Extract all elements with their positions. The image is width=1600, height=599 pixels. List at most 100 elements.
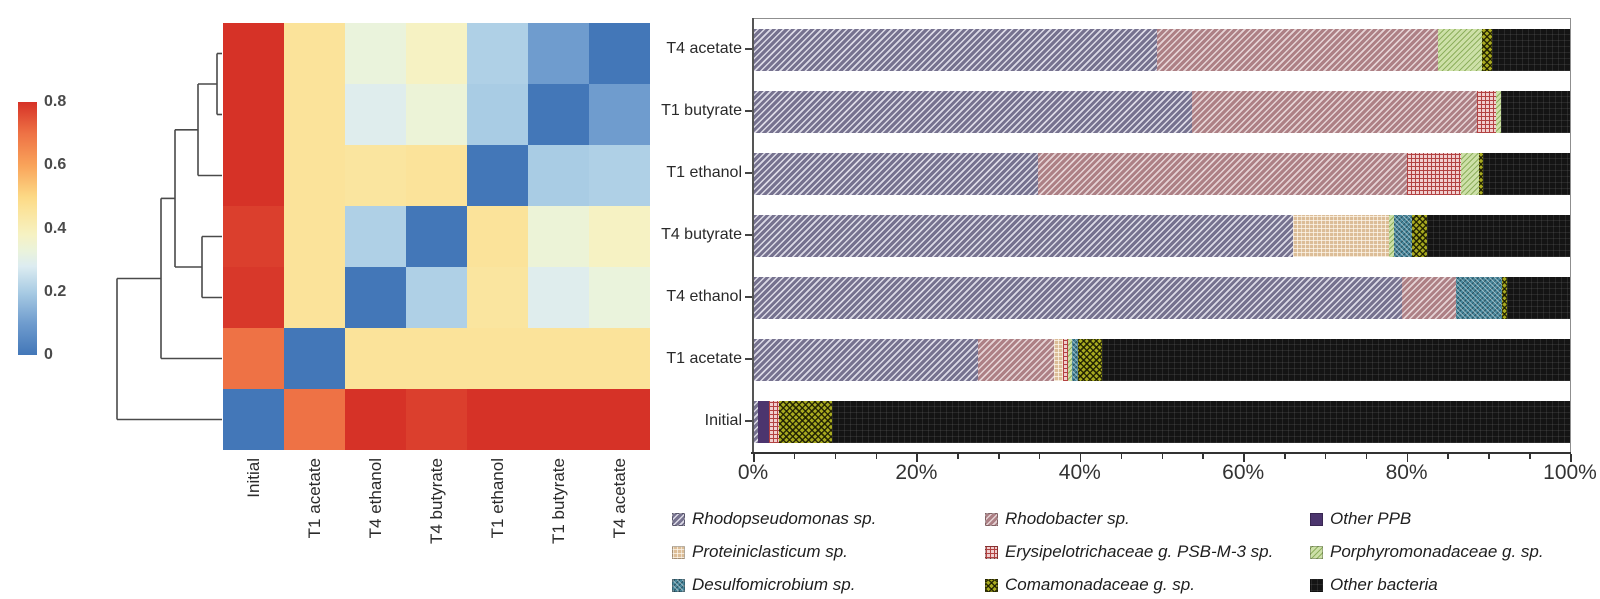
- x-axis-tick: [1079, 454, 1082, 462]
- legend-item-rhodopseudomonas: Rhodopseudomonas sp.: [672, 508, 876, 530]
- x-axis-tick-label: 20%: [895, 461, 938, 484]
- heatmap-cell: [406, 389, 467, 450]
- bar-segment-rhodopseudomonas: [753, 339, 978, 381]
- bar-row-tick: [745, 296, 752, 298]
- heatmap-cell: [406, 328, 467, 389]
- legend-marker-comamonadaceae: [985, 578, 998, 592]
- heatmap-cell: [406, 267, 467, 328]
- bar-segment-other_bacteria: [1482, 153, 1570, 195]
- heatmap-cell: [223, 145, 284, 206]
- heatmap-cell: [528, 206, 589, 267]
- bar-row-label: T4 acetate: [666, 40, 742, 57]
- heatmap-cell: [467, 267, 528, 328]
- bar-segment-other_ppb: [757, 401, 769, 443]
- bar-segment-porphyromonadaceae: [1496, 91, 1502, 133]
- heatmap-grid: [223, 23, 650, 450]
- x-axis-tick: [1447, 454, 1449, 459]
- heatmap-cell: [528, 328, 589, 389]
- bar-segment-rhodopseudomonas: [753, 91, 1192, 133]
- heatmap-cell: [345, 328, 406, 389]
- x-axis-tick-label: 0%: [737, 461, 769, 484]
- bar-row-label: T1 ethanol: [666, 164, 742, 181]
- x-axis-tick: [1529, 454, 1531, 459]
- heatmap-cell: [589, 328, 650, 389]
- heatmap-cell: [345, 84, 406, 145]
- heatmap-cell: [284, 145, 345, 206]
- heatmap-col-label: T4 acetate: [609, 458, 629, 539]
- heatmap-cell: [589, 389, 650, 450]
- bar-segment-rhodobacter: [977, 339, 1055, 381]
- legend-marker-desulfomicrobium: [672, 578, 685, 592]
- bar-row: [753, 277, 1570, 319]
- bar-row-tick: [745, 234, 752, 236]
- bar-segment-porphyromonadaceae: [1461, 153, 1480, 195]
- x-axis-tick: [1488, 454, 1490, 459]
- legend-item-other_bacteria: Other bacteria: [1310, 574, 1438, 596]
- colorbar-tick-label: 0: [44, 346, 53, 363]
- bar-segment-comamonadaceae: [1412, 215, 1427, 257]
- bar-segment-erysipelotrichaceae: [768, 401, 780, 443]
- heatmap-cell: [345, 267, 406, 328]
- heatmap-cell: [406, 206, 467, 267]
- legend-label: Erysipelotrichaceae g. PSB-M-3 sp.: [1005, 542, 1274, 561]
- barchart-plot-area: [753, 18, 1571, 453]
- legend-item-porphyromonadaceae: Porphyromonadaceae g. sp.: [1310, 541, 1544, 563]
- heatmap-cell: [406, 23, 467, 84]
- x-axis-tick: [1365, 454, 1368, 459]
- legend-item-desulfomicrobium: Desulfomicrobium sp.: [672, 574, 855, 596]
- legend-marker-other_bacteria: [1310, 578, 1323, 592]
- x-axis-tick: [793, 454, 796, 459]
- x-axis-tick: [834, 454, 837, 459]
- heatmap-cell: [467, 389, 528, 450]
- barchart-left-axis: [752, 18, 754, 453]
- bar-segment-comamonadaceae: [1481, 29, 1492, 71]
- bar-segment-other_bacteria: [1426, 215, 1570, 257]
- legend-item-rhodobacter: Rhodobacter sp.: [985, 508, 1130, 530]
- bar-row-tick: [745, 358, 752, 360]
- legend-marker-erysipelotrichaceae: [985, 545, 998, 559]
- bar-segment-rhodopseudomonas: [753, 215, 1294, 257]
- heatmap-cell: [467, 23, 528, 84]
- heatmap-col-label: T4 butyrate: [426, 458, 446, 544]
- heatmap-cell: [528, 389, 589, 450]
- bar-segment-proteiniclasticum: [1293, 215, 1390, 257]
- bar-segment-rhodobacter: [1401, 277, 1457, 319]
- legend-item-proteiniclasticum: Proteiniclasticum sp.: [672, 541, 848, 563]
- heatmap-cell: [284, 328, 345, 389]
- x-axis-tick: [1243, 454, 1245, 462]
- bar-row-label: T1 butyrate: [661, 102, 742, 119]
- legend-label: Rhodobacter sp.: [1005, 509, 1130, 528]
- bar-row-label: T4 ethanol: [666, 288, 742, 305]
- heatmap-cell: [223, 389, 284, 450]
- heatmap-cell: [345, 145, 406, 206]
- x-axis-tick: [957, 454, 959, 459]
- bar-row: [753, 153, 1570, 195]
- heatmap-cell: [589, 267, 650, 328]
- bar-segment-rhodobacter: [1038, 153, 1408, 195]
- heatmap-cell: [528, 23, 589, 84]
- bar-segment-desulfomicrobium: [1394, 215, 1413, 257]
- bar-row: [753, 339, 1570, 381]
- legend-label: Rhodopseudomonas sp.: [692, 509, 877, 528]
- legend-label: Proteiniclasticum sp.: [692, 542, 848, 561]
- x-axis-tick-label: 40%: [1058, 461, 1101, 484]
- legend-marker-rhodopseudomonas: [672, 512, 685, 526]
- bar-segment-rhodopseudomonas: [753, 277, 1402, 319]
- heatmap-cell: [223, 328, 284, 389]
- bar-segment-other_bacteria: [1101, 339, 1570, 381]
- bar-segment-erysipelotrichaceae: [1407, 153, 1462, 195]
- colorbar-tick-label: 0.8: [44, 93, 67, 110]
- heatmap-cell: [223, 23, 284, 84]
- x-axis-tick: [1161, 454, 1163, 459]
- colorbar-tick-label: 0.2: [44, 282, 67, 300]
- bar-segment-other_bacteria: [1507, 277, 1570, 319]
- bar-row-tick: [745, 110, 752, 112]
- bar-segment-rhodobacter: [1191, 91, 1477, 133]
- heatmap-col-label: T1 butyrate: [548, 458, 568, 544]
- x-axis-tick-label: 80%: [1385, 461, 1428, 484]
- heatmap-cell: [528, 267, 589, 328]
- x-axis-tick: [753, 454, 755, 462]
- x-axis-tick: [875, 454, 878, 459]
- bar-segment-erysipelotrichaceae: [1476, 91, 1497, 133]
